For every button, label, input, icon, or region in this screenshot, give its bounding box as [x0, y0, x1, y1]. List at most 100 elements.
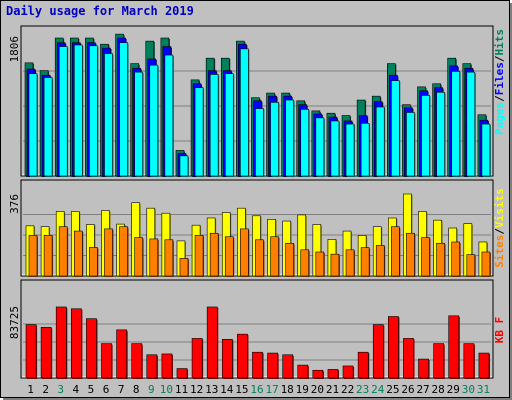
day-label-13: 13: [205, 383, 218, 396]
bar-pages-day-25: [391, 80, 401, 177]
day-label-4: 4: [73, 383, 80, 396]
bar-sites-day-7: [119, 226, 129, 277]
bar-kbytes-day-16: [252, 351, 264, 379]
bar-pages-day-17: [270, 102, 280, 177]
bar-sites-day-4: [73, 230, 84, 277]
bar-pages-day-4: [73, 44, 84, 177]
bar-kbytes-day-26: [403, 338, 415, 379]
bar-sites-day-14: [224, 236, 235, 277]
day-label-22: 22: [341, 383, 354, 396]
bar-kbytes-day-10: [161, 353, 173, 379]
day-label-26: 26: [401, 383, 414, 396]
bar-sites-day-17: [270, 236, 280, 277]
bar-kbytes-day-18: [282, 354, 294, 379]
bar-pages-day-3: [58, 46, 69, 178]
bar-kbytes-day-24: [372, 324, 385, 379]
chart-title: Daily usage for March 2019: [6, 4, 194, 18]
bar-sites-day-2: [43, 235, 54, 277]
bar-kbytes-day-22: [342, 365, 355, 379]
bar-sites-day-24: [375, 245, 386, 277]
legend-entry-kb-f: KB F: [493, 317, 506, 344]
bar-pages-day-6: [104, 53, 114, 177]
bar-sites-day-16: [255, 239, 265, 277]
legend-entry-hits: Hits: [493, 29, 506, 56]
bar-sites-day-18: [285, 242, 295, 277]
bar-pages-day-28: [436, 91, 446, 177]
bar-kbytes-day-12: [191, 338, 204, 379]
bar-kbytes-day-17: [267, 352, 279, 379]
bar-kbytes-day-6: [101, 343, 113, 379]
bar-pages-day-26: [406, 112, 416, 177]
bar-sites-day-15: [240, 228, 250, 277]
bar-pages-day-10: [164, 54, 174, 178]
legend-entry-sites: Sites: [493, 235, 506, 268]
day-label-23: 23: [356, 383, 369, 396]
bar-pages-day-15: [240, 48, 250, 177]
bar-kbytes-day-9: [146, 354, 158, 379]
day-label-29: 29: [447, 383, 460, 396]
bar-kbytes-day-2: [40, 326, 53, 379]
bar-pages-day-5: [89, 45, 99, 177]
bar-kbytes-day-19: [297, 364, 309, 379]
bar-pages-day-18: [285, 99, 295, 177]
bar-pages-day-14: [224, 73, 235, 177]
bar-sites-day-22: [345, 249, 356, 277]
bar-kbytes-day-8: [131, 343, 143, 379]
day-label-28: 28: [432, 383, 445, 396]
bar-sites-day-8: [134, 237, 144, 277]
legend-entry-visits: Visits: [493, 188, 506, 228]
bar-pages-day-27: [421, 95, 431, 177]
day-label-7: 7: [118, 383, 125, 396]
bar-pages-day-23: [360, 122, 371, 177]
y-max-label: 83725: [8, 306, 21, 339]
bar-sites-day-31: [481, 251, 491, 277]
bar-kbytes-day-1: [25, 324, 38, 379]
bar-kbytes-day-3: [55, 306, 68, 379]
bar-sites-day-20: [315, 251, 325, 277]
legend-visits-sites: Sites/Visits: [493, 188, 506, 268]
bar-kbytes-day-11: [176, 368, 189, 379]
bar-pages-day-19: [300, 109, 310, 177]
bar-sites-day-11: [179, 258, 189, 277]
bar-pages-day-22: [345, 123, 356, 177]
legend-hits-files-pages: Pages/Files/Hits: [493, 29, 506, 135]
day-label-21: 21: [326, 383, 339, 396]
bar-kbytes-day-29: [448, 315, 460, 379]
bar-sites-day-23: [360, 247, 371, 277]
day-label-19: 19: [296, 383, 309, 396]
bar-pages-day-30: [466, 71, 476, 177]
day-label-24: 24: [371, 383, 385, 396]
bar-kbytes-day-23: [357, 351, 370, 379]
day-label-5: 5: [88, 383, 95, 396]
legend-kbytes: KB F: [493, 317, 506, 344]
bar-pages-day-13: [209, 74, 220, 177]
bar-sites-day-9: [149, 238, 159, 277]
bar-kbytes-day-7: [116, 329, 128, 379]
day-label-16: 16: [250, 383, 263, 396]
bar-kbytes-day-15: [237, 333, 249, 379]
bar-kbytes-day-20: [312, 369, 324, 379]
bar-pages-day-24: [375, 106, 386, 177]
bar-pages-day-7: [119, 42, 129, 177]
day-label-9: 9: [148, 383, 155, 396]
day-label-17: 17: [265, 383, 278, 396]
bar-sites-day-27: [421, 237, 431, 277]
bar-sites-day-6: [104, 228, 114, 277]
bar-sites-day-25: [391, 226, 401, 277]
day-label-25: 25: [386, 383, 399, 396]
bar-sites-day-30: [466, 254, 476, 277]
bar-sites-day-26: [406, 232, 416, 277]
bar-kbytes-day-21: [327, 369, 340, 379]
bar-kbytes-day-14: [221, 339, 234, 379]
day-label-18: 18: [281, 383, 294, 396]
bar-pages-day-20: [315, 117, 325, 177]
legend-entry-files: Files: [493, 62, 506, 95]
day-label-14: 14: [220, 383, 234, 396]
bar-sites-day-19: [300, 249, 310, 277]
bar-kbytes-day-25: [388, 316, 400, 379]
bar-pages-day-8: [134, 71, 144, 177]
day-label-11: 11: [175, 383, 188, 396]
y-max-label: 1806: [8, 36, 21, 63]
bar-sites-day-13: [209, 232, 220, 277]
